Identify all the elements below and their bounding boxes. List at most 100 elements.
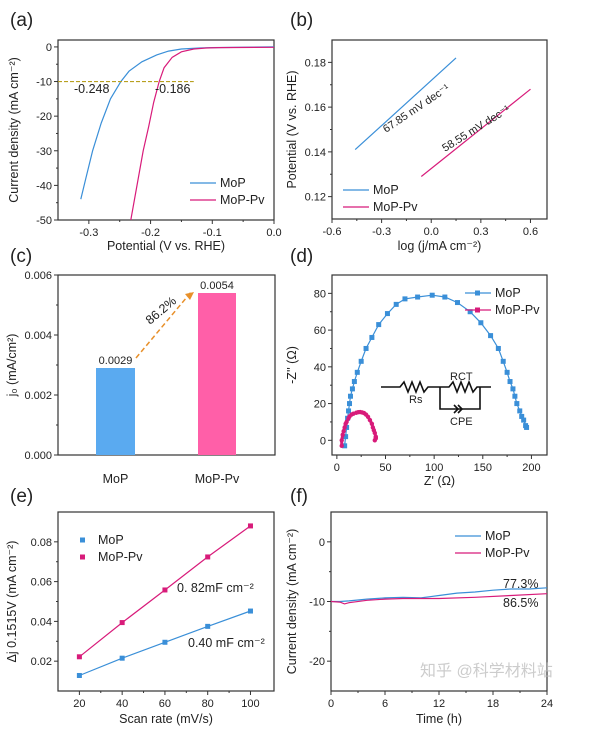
- data-point: [519, 413, 525, 419]
- y-tick-label: 0.000: [24, 450, 52, 462]
- data-point: [340, 432, 345, 437]
- arrow-head-icon: [185, 292, 194, 300]
- cpe-branch: [439, 387, 481, 410]
- legend-label: MoP: [220, 176, 246, 190]
- data-point: [495, 345, 501, 351]
- panel-label: (b): [290, 10, 313, 31]
- data-point: [512, 393, 518, 399]
- panel-label: (e): [10, 486, 33, 507]
- legend-label: MoP-Pv: [373, 200, 418, 214]
- data-point: [384, 311, 390, 317]
- data-point: [367, 417, 373, 423]
- y-tick-label: 0: [46, 42, 52, 54]
- x-tick-label: 80: [202, 698, 214, 710]
- panel-a: (a) 0 -10 -20 -30 -40 -50 -0.3 -0.2 -0.1 0.0 Potent…: [7, 10, 282, 253]
- data-point: [162, 587, 168, 593]
- legend-label: MoP: [373, 183, 399, 197]
- x-tick-label: -0.2: [141, 227, 160, 239]
- bar-data-label: 0.0029: [99, 355, 133, 367]
- legend-marker: [80, 537, 85, 543]
- y-tick-label: -20: [309, 656, 325, 668]
- x-tick-label: 0: [334, 462, 340, 474]
- data-point: [524, 424, 530, 430]
- y-tick-label: 40: [314, 362, 326, 374]
- equivalent-circuit-diagram: [381, 379, 491, 414]
- mop-retention-label: 77.3%: [503, 577, 538, 591]
- data-point: [393, 301, 399, 307]
- legend-marker: [475, 307, 480, 313]
- mop-capacitance-label: 0.40 mF cm⁻²: [188, 636, 265, 650]
- legend-marker: [475, 290, 480, 296]
- x-tick-label: 40: [116, 698, 128, 710]
- mop-pv-overpotential-label: -0.186: [155, 82, 190, 96]
- x-axis-label: Z' (Ω): [424, 474, 455, 488]
- mop-tafel-slope-label: 67.85 mV dec⁻¹: [381, 82, 452, 135]
- data-point: [247, 523, 253, 529]
- mop-pv-retention-label: 86.5%: [503, 596, 538, 610]
- data-point: [76, 654, 82, 660]
- data-point: [347, 393, 353, 399]
- y-tick-label: 0.002: [24, 390, 52, 402]
- legend-label: MoP-Pv: [495, 303, 540, 317]
- y-tick-label: -50: [36, 215, 52, 227]
- x-tick-label: -0.6: [323, 226, 342, 238]
- legend-label: MoP-Pv: [485, 546, 530, 560]
- cpe-icon: [457, 404, 464, 414]
- mop-overpotential-label: -0.248: [74, 82, 109, 96]
- y-tick-label: 0.18: [305, 57, 326, 69]
- data-point: [517, 408, 523, 414]
- y-tick-label: -10: [36, 77, 52, 89]
- rs-label: Rs: [409, 394, 423, 406]
- y-tick-label: 80: [314, 288, 326, 300]
- data-point: [372, 430, 378, 436]
- data-point: [349, 386, 355, 392]
- data-point: [351, 379, 357, 385]
- panel-label: (c): [10, 246, 32, 267]
- x-tick-label: 60: [159, 698, 171, 710]
- y-tick-label: 0.14: [305, 147, 326, 159]
- data-point: [354, 369, 360, 375]
- data-point: [363, 345, 369, 351]
- x-tick-label: 100: [425, 462, 443, 474]
- legend-marker: [80, 554, 85, 560]
- y-tick-label: 0.04: [31, 616, 52, 628]
- plot-frame: [331, 39, 548, 220]
- resistor-rs-icon: [381, 379, 440, 395]
- y-tick-label: 0.12: [305, 192, 326, 204]
- data-point: [521, 417, 527, 423]
- bar-data-label: 0.0054: [200, 280, 234, 292]
- panel-c: (c) 0.000 0.002 0.004 0.006 j₀ (mA/cm²) 0.0029…: [5, 246, 276, 486]
- plot-frame: [331, 274, 548, 456]
- y-tick-label: 0.06: [31, 577, 52, 589]
- bar-mop-pv: [198, 293, 236, 455]
- data-point: [510, 386, 516, 392]
- data-point: [358, 358, 364, 364]
- category-label: MoP-Pv: [195, 472, 240, 486]
- category-label: MoP: [103, 472, 129, 486]
- data-point: [500, 358, 506, 364]
- y-tick-label: 0.02: [31, 656, 52, 668]
- data-point: [415, 294, 421, 300]
- x-tick-label: 0.0: [424, 226, 439, 238]
- y-tick-label: -20: [36, 111, 52, 123]
- y-axis-label: j₀ (mA/cm²): [5, 334, 19, 398]
- y-tick-label: -40: [36, 180, 52, 192]
- x-tick-label: 0.0: [266, 227, 281, 239]
- data-point: [478, 320, 484, 326]
- y-tick-label: -10: [309, 597, 325, 609]
- data-point: [504, 369, 510, 375]
- series-line-mop-pv: [330, 593, 548, 605]
- y-axis-label: -Z'' (Ω): [285, 346, 299, 384]
- y-tick-label: 0: [319, 537, 325, 549]
- data-point: [339, 443, 344, 449]
- y-tick-label: 0.006: [24, 270, 52, 282]
- rct-label: RCT: [450, 371, 473, 383]
- legend-label: MoP: [495, 286, 521, 300]
- data-point: [454, 300, 460, 306]
- x-tick-label: -0.3: [79, 227, 98, 239]
- data-point: [467, 309, 473, 315]
- data-point: [162, 639, 168, 645]
- data-point: [429, 292, 435, 298]
- data-point: [369, 334, 375, 340]
